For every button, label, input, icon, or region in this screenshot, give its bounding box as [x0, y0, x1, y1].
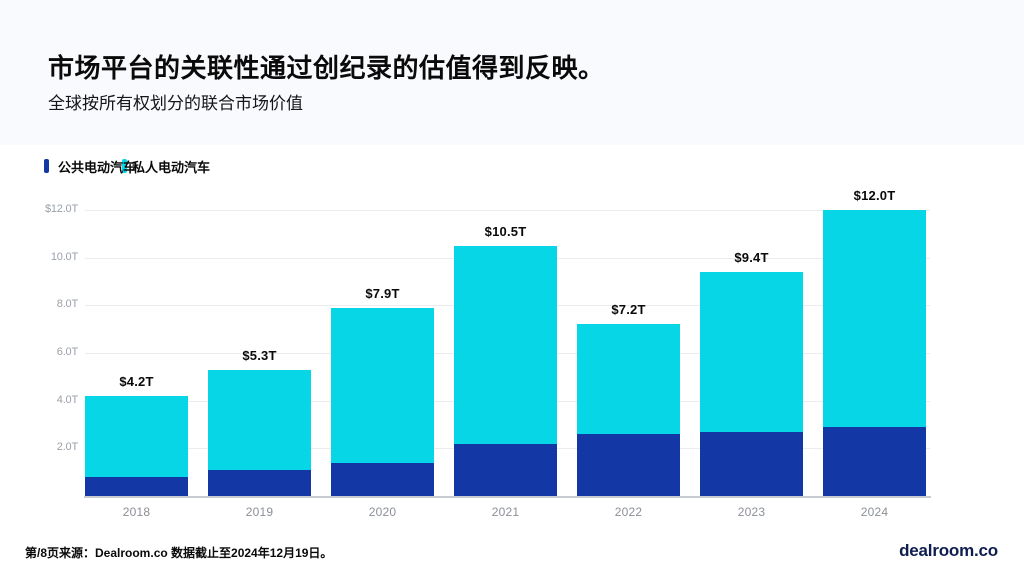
- y-axis-tick-label: $12.0T: [44, 203, 78, 215]
- bar-value-label: $7.9T: [365, 286, 400, 301]
- bar-2020: [331, 308, 434, 496]
- header-band: [0, 0, 1024, 145]
- legend-label-private: 私人电动汽车: [132, 159, 211, 175]
- bar-2018: [85, 396, 188, 496]
- bar-2022: [577, 324, 680, 496]
- gridline: [85, 210, 930, 211]
- legend-item-public: 公共电动汽车: [44, 157, 136, 175]
- y-axis-tick-label: 4.0T: [56, 393, 78, 406]
- x-axis-label: 2021: [491, 505, 520, 519]
- bar-segment-public: [85, 477, 188, 496]
- stacked-bar-chart: 2.0T 4.0T 6.0T 8.0T 10.0T $12.0T $4.2T 2018 $5.3…: [0, 188, 1024, 525]
- y-axis-tick-label: 10.0T: [50, 250, 78, 263]
- bar-segment-public: [823, 427, 926, 496]
- x-axis-label: 2022: [614, 505, 643, 519]
- bar-segment-public: [577, 434, 680, 496]
- bar-segment-private: [454, 246, 557, 444]
- y-axis-tick-label: 8.0T: [56, 298, 78, 311]
- bar-2024: [823, 210, 926, 496]
- chart-legend: 公共电动汽车 私人电动汽车: [0, 157, 1024, 177]
- bar-2021: [454, 246, 557, 496]
- bar-segment-private: [700, 272, 803, 432]
- dealroom-logo: dealroom.co: [899, 541, 998, 560]
- x-axis-label: 2023: [737, 505, 766, 519]
- y-axis-tick-label: 2.0T: [56, 441, 78, 454]
- x-axis-label: 2024: [860, 505, 889, 519]
- bar-value-label: $12.0T: [853, 188, 896, 203]
- bar-segment-private: [85, 396, 188, 477]
- legend-item-private: 私人电动汽车: [122, 157, 210, 175]
- bar-segment-public: [454, 444, 557, 496]
- y-axis-tick-label: 6.0T: [56, 346, 78, 358]
- bar-2019: [208, 370, 311, 496]
- bar-segment-public: [208, 470, 311, 496]
- private-legend-marker-icon: [122, 159, 127, 173]
- bar-segment-private: [331, 308, 434, 463]
- x-axis-label: 2019: [245, 505, 274, 519]
- bar-value-label: $5.3T: [242, 348, 277, 363]
- bar-2023: [700, 272, 803, 496]
- bar-segment-private: [577, 324, 680, 434]
- bar-value-label: $10.5T: [484, 224, 527, 239]
- bar-value-label: $4.2T: [119, 374, 154, 389]
- page-subtitle: 全球按所有权划分的联合市场价值: [48, 94, 303, 113]
- page-title: 市场平台的关联性通过创纪录的估值得到反映。: [48, 53, 605, 83]
- bar-segment-public: [700, 432, 803, 496]
- legend-label-public: 公共电动汽车: [58, 159, 137, 175]
- bar-value-label: $9.4T: [734, 250, 769, 265]
- footer-source-note: 第/8页来源：Dealroom.co 数据截止至2024年12月19日。: [25, 546, 333, 560]
- x-axis-line: [84, 496, 931, 498]
- bar-segment-public: [331, 463, 434, 496]
- x-axis-label: 2018: [122, 505, 151, 519]
- x-axis-label: 2020: [368, 505, 397, 519]
- bar-value-label: $7.2T: [611, 302, 646, 317]
- bar-segment-private: [208, 370, 311, 470]
- bar-segment-private: [823, 210, 926, 427]
- public-legend-marker-icon: [44, 159, 49, 173]
